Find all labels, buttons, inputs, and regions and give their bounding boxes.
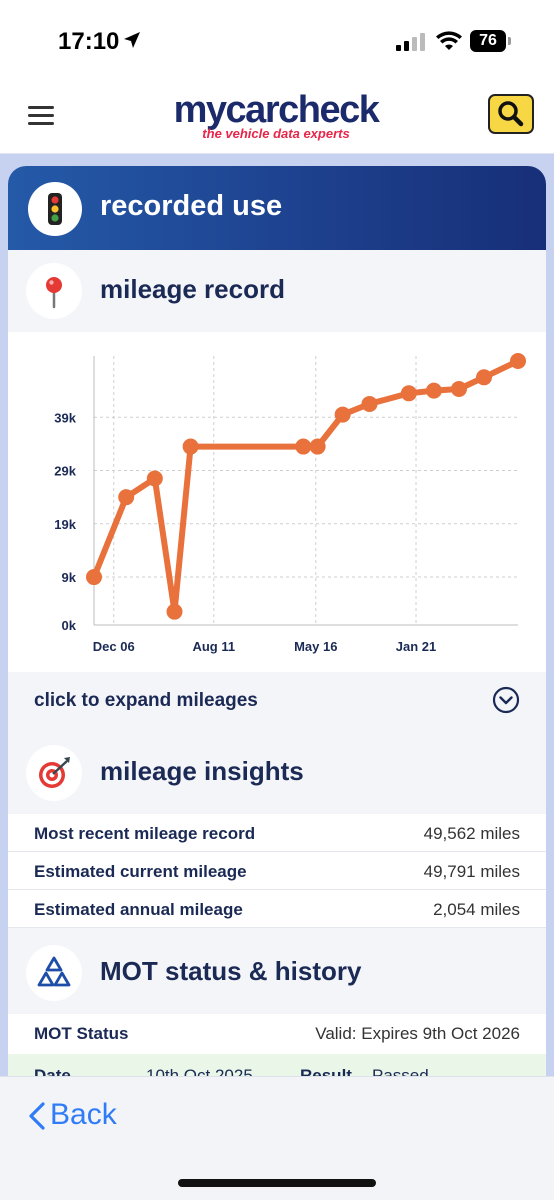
- mileage-point: [425, 382, 442, 399]
- insight-value: 49,562 miles: [423, 824, 520, 843]
- mileage-record-header: mileage record: [8, 250, 546, 332]
- mileage-point: [400, 385, 417, 402]
- mileage-point: [450, 381, 467, 398]
- browser-bottom-bar: Back: [0, 1076, 554, 1200]
- location-arrow-icon: [124, 32, 140, 48]
- x-tick-label: Dec 06: [93, 639, 135, 654]
- insight-label: Estimated current mileage: [34, 862, 247, 881]
- mot-status-row: MOT Status Valid: Expires 9th Oct 2026: [8, 1014, 546, 1054]
- mileage-point: [182, 438, 199, 455]
- search-icon: [498, 101, 524, 127]
- brand-name: mycarcheck: [173, 89, 380, 131]
- mileage-point: [510, 352, 526, 369]
- chevron-down-icon: [492, 686, 520, 714]
- clock: 17:10: [58, 28, 120, 55]
- mileage-point: [361, 395, 378, 412]
- mileage-chart-svg: 0k 9k 19k 29k 39k Dec 06 Aug 11 May 16 Jan 21: [54, 352, 526, 654]
- hamburger-menu-icon[interactable]: [28, 106, 54, 126]
- app-header: mycarcheck the vehicle data experts: [0, 80, 554, 154]
- mileage-point: [166, 603, 183, 620]
- mileage-chart: 0k 9k 19k 29k 39k Dec 06 Aug 11 May 16 Jan 21: [8, 332, 546, 672]
- mot-header: MOT status & history: [8, 932, 546, 1014]
- y-tick-label: 19k: [54, 517, 76, 532]
- mot-status-value: Valid: Expires 9th Oct 2026: [315, 1024, 520, 1043]
- chevron-left-icon: [29, 1102, 45, 1130]
- page-background: recorded use mileage record 0k 9k 19k 29k 39…: [0, 154, 554, 1086]
- mileage-point: [309, 438, 326, 455]
- mot-triangle-icon: [26, 945, 82, 1001]
- mileage-point: [334, 406, 351, 423]
- mileage-insights-title: mileage insights: [100, 756, 304, 786]
- home-indicator: [178, 1179, 376, 1187]
- insight-value: 49,791 miles: [423, 862, 520, 881]
- mileage-record-title: mileage record: [100, 274, 285, 304]
- y-tick-label: 9k: [62, 570, 77, 585]
- target-icon: [26, 745, 82, 801]
- insight-value: 2,054 miles: [433, 900, 520, 919]
- recorded-use-header: recorded use: [8, 166, 546, 250]
- x-tick-label: Aug 11: [192, 639, 235, 654]
- brand-logo[interactable]: mycarcheck the vehicle data experts: [160, 90, 392, 141]
- y-tick-label: 39k: [54, 410, 76, 425]
- y-tick-label: 0k: [62, 618, 77, 633]
- x-tick-label: May 16: [294, 639, 337, 654]
- back-label: Back: [50, 1098, 117, 1131]
- status-bar: 17:10 76: [0, 0, 554, 80]
- mileage-line: [91, 358, 521, 615]
- mileage-insights-header: mileage insights: [8, 732, 546, 814]
- expand-mileages-button[interactable]: click to expand mileages: [8, 672, 546, 728]
- insight-label: Most recent mileage record: [34, 824, 256, 843]
- mileage-point: [476, 369, 493, 386]
- expand-mileages-label: click to expand mileages: [34, 690, 258, 711]
- cellular-signal-icon: [396, 33, 425, 51]
- recorded-use-title: recorded use: [100, 190, 283, 222]
- x-tick-label: Jan 21: [396, 639, 436, 654]
- wifi-icon: [436, 31, 462, 50]
- mileage-point: [146, 470, 163, 487]
- battery-indicator: 76: [470, 30, 511, 52]
- recorded-use-card: recorded use mileage record 0k 9k 19k 29k 39…: [8, 166, 546, 1086]
- map-pin-icon: [26, 263, 82, 319]
- insight-row-estimated-current: Estimated current mileage 49,791 miles: [8, 852, 546, 890]
- brand-tagline: the vehicle data experts: [202, 126, 350, 141]
- insight-label: Estimated annual mileage: [34, 900, 243, 919]
- y-tick-label: 29k: [54, 464, 76, 479]
- traffic-light-icon: [28, 182, 82, 236]
- search-button[interactable]: [488, 94, 534, 134]
- mot-title: MOT status & history: [100, 956, 362, 986]
- mileage-point: [118, 489, 135, 506]
- mileage-point: [295, 438, 312, 455]
- insight-row-estimated-annual: Estimated annual mileage 2,054 miles: [8, 890, 546, 928]
- mileage-point: [86, 569, 102, 586]
- mot-status-label: MOT Status: [34, 1024, 129, 1043]
- insight-row-most-recent: Most recent mileage record 49,562 miles: [8, 814, 546, 852]
